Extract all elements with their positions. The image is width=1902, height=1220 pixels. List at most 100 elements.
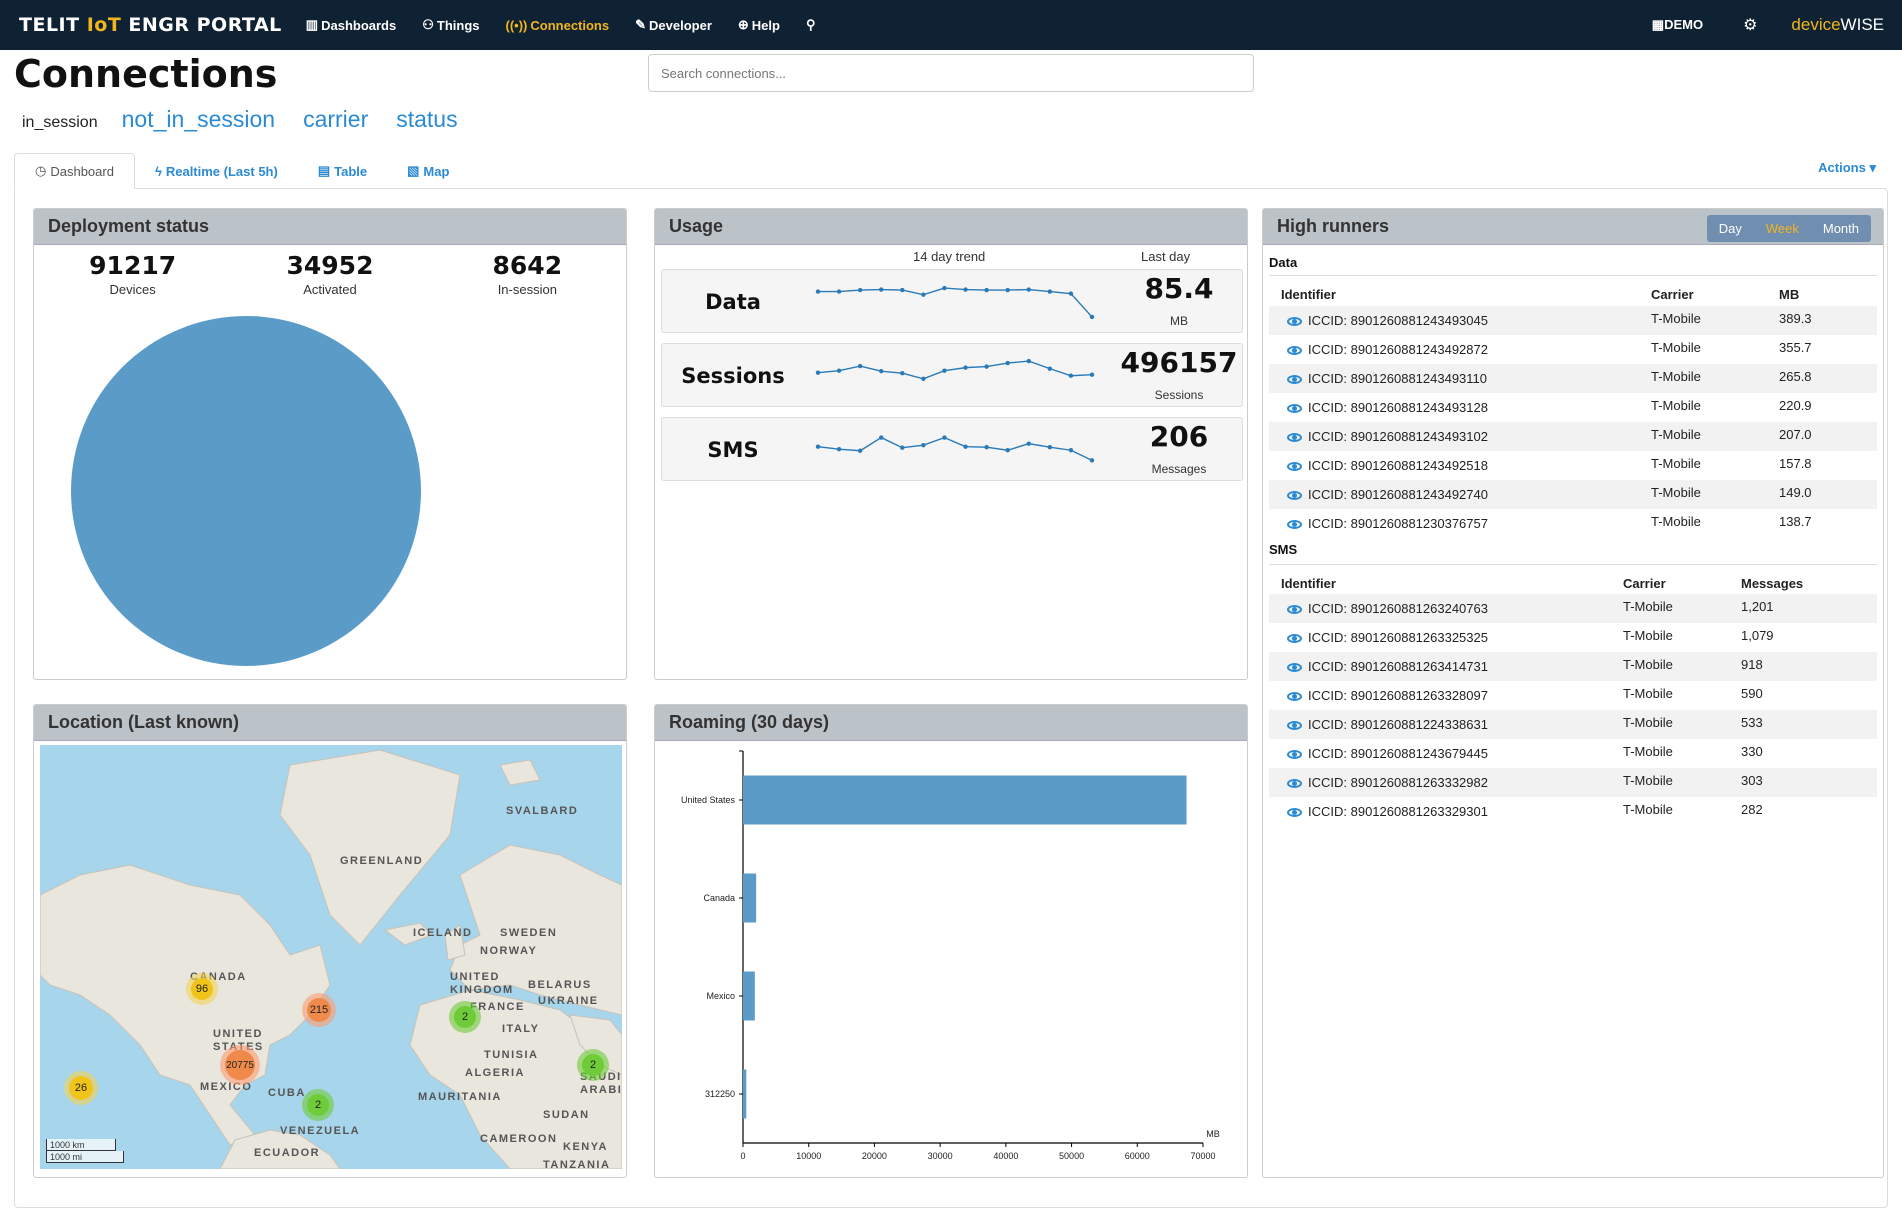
filter-in-session[interactable]: in_session [22,114,98,131]
identifier-cell[interactable]: ICCID: 8901260881263332982 [1269,768,1623,797]
eye-icon[interactable] [1287,316,1302,326]
eye-icon[interactable] [1287,403,1302,413]
value-cell: 918 [1741,652,1877,681]
map-label: MAURITANIA [418,1091,502,1103]
map-label: TANZANIA [543,1159,611,1169]
eye-icon[interactable] [1287,808,1302,817]
usage-sms-card[interactable]: SMS 206 Messages [661,417,1243,481]
table-row[interactable]: ICCID: 8901260881243493128 T-Mobile 220.9 [1269,393,1877,422]
roaming-bar[interactable] [743,971,755,1021]
identifier-cell[interactable]: ICCID: 8901260881263328097 [1269,681,1623,710]
roaming-bar[interactable] [743,775,1187,825]
identifier-cell[interactable]: ICCID: 8901260881263325325 [1269,623,1623,652]
sparkline-point [879,368,884,374]
identifier-cell[interactable]: ICCID: 8901260881243493102 [1269,421,1651,451]
sparkline-point [1026,441,1031,446]
identifier-cell[interactable]: ICCID: 8901260881243493045 [1269,305,1651,335]
sparkline-point [857,287,863,293]
map-cluster[interactable]: 20775 [220,1045,260,1085]
period-day-button[interactable]: Day [1718,221,1742,236]
period-week-button[interactable]: Week [1765,221,1799,236]
tab-dashboard[interactable]: ◷ Dashboard [14,153,135,189]
period-month-button[interactable]: Month [1822,221,1859,236]
period-toggle: Day Week Month [1706,215,1871,242]
eye-icon[interactable] [1287,461,1302,471]
eye-icon[interactable] [1287,634,1302,643]
eye-icon[interactable] [1287,605,1302,614]
table-row[interactable]: ICCID: 8901260881243492872 T-Mobile 355.7 [1269,335,1877,364]
table-row[interactable]: ICCID: 8901260881243493110 T-Mobile 265.8 [1269,363,1877,393]
table-row[interactable]: ICCID: 8901260881230376757 T-Mobile 138.7 [1269,509,1877,538]
sparkline-point [921,292,926,297]
eye-icon[interactable] [1287,779,1302,788]
usage-sessions-card[interactable]: Sessions 496157 Sessions [661,343,1243,407]
table-row[interactable]: ICCID: 8901260881243493102 T-Mobile 207.0 [1269,421,1877,451]
table-row[interactable]: ICCID: 8901260881243492740 T-Mobile 149.0 [1269,479,1877,509]
roaming-bar[interactable] [743,1069,747,1119]
roaming-bar[interactable] [743,873,757,923]
tab-realtime[interactable]: ϟ Realtime (Last 5h) [154,163,278,179]
table-row[interactable]: ICCID: 8901260881263325325 T-Mobile 1,079 [1269,623,1877,652]
usage-data-card[interactable]: Data 85.4 MB [661,269,1243,333]
identifier-cell[interactable]: ICCID: 8901260881243492872 [1269,335,1651,364]
nav-search[interactable]: ⚲ [802,17,823,33]
wrench-icon: ✎ [635,17,647,32]
table-row[interactable]: ICCID: 8901260881263329301 T-Mobile 282 [1269,797,1877,826]
identifier-cell[interactable]: ICCID: 8901260881243679445 [1269,739,1623,768]
eye-icon[interactable] [1287,432,1302,442]
identifier-cell[interactable]: ICCID: 8901260881224338631 [1269,710,1623,739]
eye-icon[interactable] [1287,692,1302,701]
eye-icon[interactable] [1287,663,1302,672]
sparkline-point [942,285,947,291]
table-row[interactable]: ICCID: 8901260881263414731 T-Mobile 918 [1269,652,1877,681]
map-scale: 1000 km 1000 mi [46,1139,124,1163]
nav-connections[interactable]: ((•)) Connections [505,17,610,33]
location-map[interactable]: SVALBARD GREENLAND ICELAND SWEDEN NORWAY… [40,745,622,1169]
filter-carrier[interactable]: carrier [303,106,369,132]
table-row[interactable]: ICCID: 8901260881263240763 T-Mobile 1,201 [1269,594,1877,623]
actions-dropdown[interactable]: Actions ▾ [1818,160,1876,175]
table-row[interactable]: ICCID: 8901260881243492518 T-Mobile 157.8 [1269,451,1877,480]
map-cluster[interactable]: 96 [186,973,218,1005]
gear-icon[interactable]: ⚙ [1743,17,1758,34]
map-cluster[interactable]: 2 [577,1049,609,1081]
pie-slice-in-session[interactable] [71,316,421,666]
map-cluster[interactable]: 2 [449,1001,481,1033]
eye-icon[interactable] [1287,490,1302,500]
identifier-cell[interactable]: ICCID: 8901260881230376757 [1269,509,1651,538]
nav-dashboards[interactable]: ▥ Dashboards [305,17,397,33]
nav-help[interactable]: ⊕ Help [737,17,780,33]
brand-logo[interactable]: TELIT IoT ENGR PORTAL [19,14,282,36]
tab-map[interactable]: ▧ Map [407,163,450,179]
filter-not-in-session[interactable]: not_in_session [121,106,276,132]
search-input[interactable] [648,54,1254,92]
map-cluster[interactable]: 215 [302,993,336,1027]
carrier-cell: T-Mobile [1623,594,1741,623]
table-row[interactable]: ICCID: 8901260881243493045 T-Mobile 389.3 [1269,305,1877,335]
eye-icon[interactable] [1287,750,1302,759]
identifier-cell[interactable]: ICCID: 8901260881263329301 [1269,797,1623,826]
nav-things[interactable]: ⚇ Things [422,17,480,33]
demo-org-button[interactable]: ▦DEMO [1651,17,1704,32]
eye-icon[interactable] [1287,721,1302,730]
map-label: NORWAY [480,945,538,957]
table-row[interactable]: ICCID: 8901260881224338631 T-Mobile 533 [1269,710,1877,739]
table-row[interactable]: ICCID: 8901260881243679445 T-Mobile 330 [1269,739,1877,768]
identifier-cell[interactable]: ICCID: 8901260881243493128 [1269,393,1651,422]
eye-icon[interactable] [1287,374,1302,384]
tab-table[interactable]: ▤ Table [317,163,368,179]
table-row[interactable]: ICCID: 8901260881263332982 T-Mobile 303 [1269,768,1877,797]
identifier-cell[interactable]: ICCID: 8901260881243493110 [1269,363,1651,393]
nav-developer[interactable]: ✎ Developer [635,17,712,33]
map-cluster[interactable]: 2 [302,1089,334,1121]
table-row[interactable]: ICCID: 8901260881263328097 T-Mobile 590 [1269,681,1877,710]
carrier-cell: T-Mobile [1651,479,1779,509]
identifier-cell[interactable]: ICCID: 8901260881243492740 [1269,479,1651,509]
identifier-cell[interactable]: ICCID: 8901260881243492518 [1269,451,1651,480]
filter-status[interactable]: status [396,106,458,132]
eye-icon[interactable] [1287,519,1302,529]
identifier-cell[interactable]: ICCID: 8901260881263414731 [1269,652,1623,681]
eye-icon[interactable] [1287,345,1302,355]
identifier-cell[interactable]: ICCID: 8901260881263240763 [1269,594,1623,623]
map-cluster[interactable]: 26 [64,1071,98,1105]
